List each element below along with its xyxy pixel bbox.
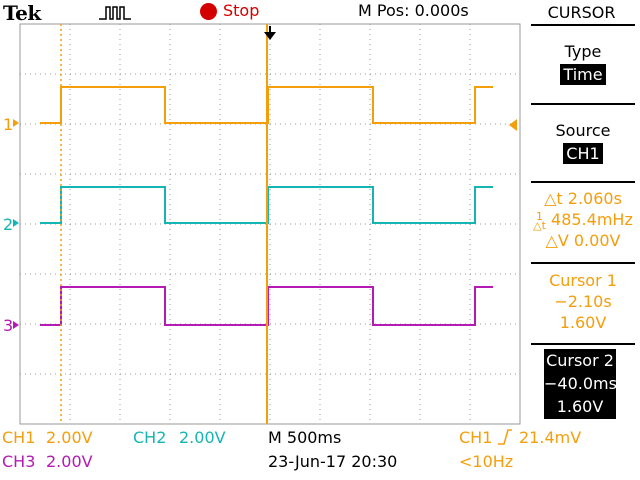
- run-state-label: Stop: [223, 1, 260, 20]
- ch3-marker-arrow-icon: [13, 321, 19, 329]
- cursor-2-time: −40.0ms: [544, 374, 617, 393]
- trigger-frequency-readout: <10Hz: [459, 452, 514, 471]
- cursor-2-voltage: 1.60V: [556, 397, 604, 416]
- delta-time-value: 2.060s: [567, 189, 622, 208]
- ch1-scale-label: CH1: [2, 428, 36, 447]
- delta-time-readout: △t 2.060s: [544, 189, 622, 208]
- ch1-scale-value: 2.00V: [46, 428, 93, 447]
- ch1-marker-label: 1: [3, 115, 13, 134]
- menu-divider: [531, 343, 635, 345]
- menu-divider: [531, 24, 635, 26]
- source-label: Source: [555, 121, 611, 140]
- cursor-2-title: Cursor 2: [546, 351, 614, 370]
- ch2-scale-label: CH2: [133, 428, 167, 447]
- ch2-scale-value: 2.00V: [179, 428, 226, 447]
- run-state-indicator: [200, 3, 217, 20]
- ch1-ground-marker[interactable]: 1: [3, 115, 19, 134]
- ch3-scale-label: CH3: [2, 452, 36, 471]
- top-bar: Tek Stop M Pos: 0.000s: [0, 0, 520, 24]
- menu-title: CURSOR: [547, 3, 616, 22]
- menu-divider: [531, 103, 635, 105]
- source-option[interactable]: Source CH1: [531, 121, 635, 177]
- ch3-marker-label: 3: [3, 316, 13, 335]
- delta-voltage-readout: △V 0.00V: [545, 231, 621, 250]
- inverse-delta-icon: 1 △t: [533, 209, 546, 232]
- menu-divider: [531, 262, 635, 264]
- delta-frequency-value: 485.4mHz: [551, 210, 633, 229]
- cursor-1-voltage: 1.60V: [559, 313, 607, 332]
- ch2-marker-label: 2: [3, 215, 13, 234]
- status-bar: CH1 2.00V CH2 2.00V M 500ms CH1 21.4mV C…: [0, 425, 640, 480]
- trigger-level-readout: 21.4mV: [519, 428, 582, 447]
- trigger-level-icon: [509, 119, 517, 131]
- ch2-marker-arrow-icon: [13, 219, 19, 227]
- menu-divider: [531, 181, 635, 183]
- trigger-source: CH1: [459, 428, 493, 447]
- delta-voltage-value: 0.00V: [573, 231, 621, 250]
- date-time-readout: 23-Jun-17 20:30: [268, 452, 398, 471]
- trigger-position-icon: [264, 26, 276, 40]
- type-value: Time: [560, 64, 606, 85]
- graticule-border: [19, 23, 521, 425]
- cursor-2-option[interactable]: Cursor 2 −40.0ms 1.60V: [544, 349, 617, 419]
- ch3-scale-value: 2.00V: [46, 452, 93, 471]
- rising-edge-icon: [498, 429, 512, 445]
- source-value: CH1: [563, 143, 603, 164]
- ch2-ground-marker[interactable]: 2: [3, 215, 19, 234]
- delta-readouts: △t 2.060s 1 △t 485.4mHz △V 0.00V: [527, 188, 639, 251]
- ch3-ground-marker[interactable]: 3: [3, 316, 19, 335]
- cursor-1-option[interactable]: Cursor 1 −2.10s 1.60V: [531, 270, 635, 333]
- ch1-marker-arrow-icon: [13, 119, 19, 127]
- delta-icon: △: [544, 189, 557, 208]
- type-option[interactable]: Type Time: [531, 42, 635, 98]
- delta-frequency-readout: 1 △t 485.4mHz: [527, 209, 639, 232]
- horizontal-position-readout: M Pos: 0.000s: [358, 1, 469, 20]
- timebase-readout: M 500ms: [268, 428, 342, 447]
- trigger-pulse-icon: [99, 6, 131, 20]
- delta-icon: △: [545, 231, 558, 250]
- type-label: Type: [564, 42, 602, 61]
- cursor-1-title: Cursor 1: [549, 271, 617, 290]
- brand-logo: Tek: [3, 1, 41, 25]
- cursor-1-time: −2.10s: [554, 292, 612, 311]
- cursor-menu: CURSOR Type Time Source CH1 △t 2.060s 1 △…: [523, 0, 640, 425]
